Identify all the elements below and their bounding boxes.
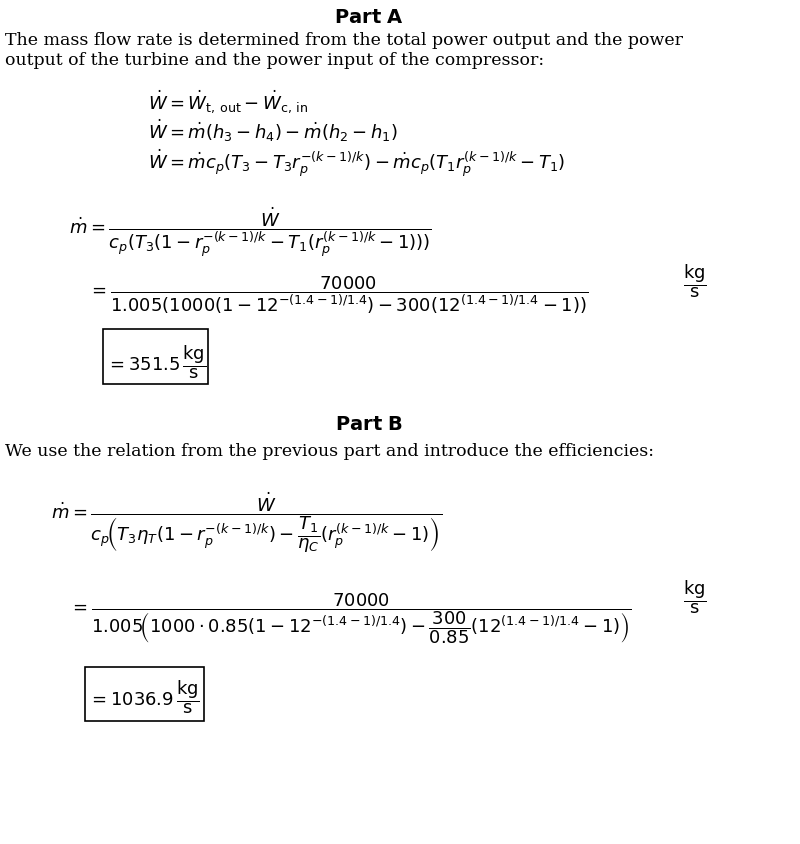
Text: $\dot{W} = \dot{m}c_p(T_3 - T_3 r_p^{-(k-1)/k}) - \dot{m}c_p(T_1 r_p^{(k-1)/k} -: $\dot{W} = \dot{m}c_p(T_3 - T_3 r_p^{-(k… xyxy=(148,148,565,179)
Text: output of the turbine and the power input of the compressor:: output of the turbine and the power inpu… xyxy=(5,52,544,69)
Text: $\mathbf{Part\ B}$: $\mathbf{Part\ B}$ xyxy=(335,414,403,434)
Text: $= 351.5\,\dfrac{\mathrm{kg}}{\mathrm{s}}$: $= 351.5\,\dfrac{\mathrm{kg}}{\mathrm{s}… xyxy=(106,343,206,380)
Text: $\dot{W} = \dot{m}(h_3 - h_4) - \dot{m}(h_2 - h_1)$: $\dot{W} = \dot{m}(h_3 - h_4) - \dot{m}(… xyxy=(148,118,397,144)
Text: $\dot{m} = \dfrac{\dot{W}}{c_p(T_3(1 - r_p^{-(k-1)/k} - T_1(r_p^{(k-1)/k} - 1))): $\dot{m} = \dfrac{\dot{W}}{c_p(T_3(1 - r… xyxy=(69,205,432,258)
Text: $= 1036.9\,\dfrac{\mathrm{kg}}{\mathrm{s}}$: $= 1036.9\,\dfrac{\mathrm{kg}}{\mathrm{s… xyxy=(88,677,199,715)
Text: $\dot{m} = \dfrac{\dot{W}}{c_p\!\left(T_3\eta_T(1 - r_p^{-(k-1)/k}) - \dfrac{T_1: $\dot{m} = \dfrac{\dot{W}}{c_p\!\left(T_… xyxy=(50,490,442,554)
Text: $\dfrac{\mathrm{kg}}{\mathrm{s}}$: $\dfrac{\mathrm{kg}}{\mathrm{s}}$ xyxy=(682,262,706,300)
Text: $= \dfrac{70000}{1.005\!\left(1000 \cdot 0.85(1 - 12^{-(1.4-1)/1.4}) - \dfrac{30: $= \dfrac{70000}{1.005\!\left(1000 \cdot… xyxy=(69,592,632,646)
Text: $\dfrac{\mathrm{kg}}{\mathrm{s}}$: $\dfrac{\mathrm{kg}}{\mathrm{s}}$ xyxy=(682,577,706,615)
Text: The mass flow rate is determined from the total power output and the power: The mass flow rate is determined from th… xyxy=(5,32,682,49)
Text: We use the relation from the previous part and introduce the efficiencies:: We use the relation from the previous pa… xyxy=(5,442,654,459)
Text: $= \dfrac{70000}{1.005(1000(1 - 12^{-(1.4-1)/1.4}) - 300(12^{(1.4-1)/1.4} - 1))}: $= \dfrac{70000}{1.005(1000(1 - 12^{-(1.… xyxy=(88,274,588,316)
Text: $\mathbf{Part\ A}$: $\mathbf{Part\ A}$ xyxy=(334,8,404,27)
Text: $\dot{W} = \dot{W}_{\mathrm{t,\,out}} - \dot{W}_{\mathrm{c,\,in}}$: $\dot{W} = \dot{W}_{\mathrm{t,\,out}} - … xyxy=(148,88,308,115)
